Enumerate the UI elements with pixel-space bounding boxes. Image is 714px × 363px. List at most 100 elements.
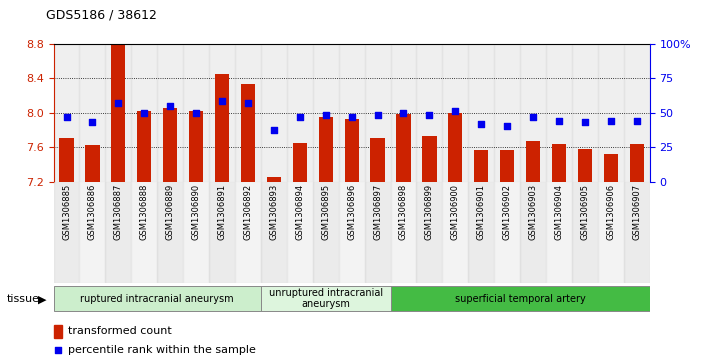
- Bar: [520, 44, 546, 182]
- Point: [61, 114, 72, 119]
- Text: GDS5186 / 38612: GDS5186 / 38612: [46, 9, 157, 22]
- FancyBboxPatch shape: [54, 286, 261, 311]
- Text: transformed count: transformed count: [68, 326, 171, 336]
- Bar: [189, 111, 203, 182]
- Point: [528, 114, 539, 119]
- Bar: [416, 44, 443, 182]
- Point: [476, 121, 487, 126]
- Point: [86, 119, 98, 125]
- Text: GSM1306894: GSM1306894: [296, 184, 304, 240]
- Point: [372, 113, 383, 118]
- Bar: [520, 182, 546, 283]
- Point: [294, 114, 306, 119]
- Bar: [416, 182, 443, 283]
- Text: ▶: ▶: [38, 294, 46, 305]
- Bar: [131, 44, 157, 182]
- Text: percentile rank within the sample: percentile rank within the sample: [68, 345, 256, 355]
- Bar: [261, 44, 287, 182]
- Point: [346, 114, 358, 119]
- Text: tissue: tissue: [7, 294, 40, 305]
- Bar: [157, 182, 183, 283]
- Point: [450, 108, 461, 114]
- Bar: [163, 108, 177, 182]
- FancyBboxPatch shape: [391, 286, 650, 311]
- Point: [266, 256, 277, 262]
- Bar: [624, 44, 650, 182]
- Bar: [106, 182, 131, 283]
- Bar: [422, 136, 436, 182]
- Text: GSM1306898: GSM1306898: [399, 184, 408, 240]
- Bar: [546, 182, 572, 283]
- Text: GSM1306885: GSM1306885: [62, 184, 71, 240]
- Point: [139, 110, 150, 115]
- Bar: [111, 45, 126, 182]
- Point: [242, 100, 253, 106]
- Bar: [215, 74, 229, 182]
- Text: GSM1306906: GSM1306906: [606, 184, 615, 240]
- Bar: [365, 182, 391, 283]
- Bar: [183, 182, 209, 283]
- Bar: [267, 177, 281, 182]
- Point: [605, 118, 617, 124]
- FancyBboxPatch shape: [261, 286, 391, 311]
- Bar: [79, 44, 106, 182]
- Bar: [443, 182, 468, 283]
- Bar: [391, 182, 416, 283]
- Bar: [598, 44, 624, 182]
- Text: GSM1306887: GSM1306887: [114, 184, 123, 240]
- Text: ruptured intracranial aneurysm: ruptured intracranial aneurysm: [81, 294, 234, 303]
- Bar: [318, 117, 333, 182]
- Text: GSM1306890: GSM1306890: [191, 184, 201, 240]
- Bar: [546, 44, 572, 182]
- Text: GSM1306897: GSM1306897: [373, 184, 382, 240]
- Bar: [59, 138, 74, 182]
- Text: GSM1306891: GSM1306891: [218, 184, 226, 240]
- Text: GSM1306904: GSM1306904: [555, 184, 563, 240]
- Bar: [54, 44, 79, 182]
- Text: GSM1306901: GSM1306901: [477, 184, 486, 240]
- Bar: [494, 44, 520, 182]
- Bar: [261, 182, 287, 283]
- Bar: [552, 144, 566, 182]
- Bar: [345, 119, 358, 182]
- Bar: [54, 182, 79, 283]
- Bar: [209, 182, 235, 283]
- Bar: [287, 182, 313, 283]
- Bar: [241, 84, 255, 182]
- Bar: [313, 44, 338, 182]
- Bar: [494, 182, 520, 283]
- Bar: [79, 182, 106, 283]
- Bar: [371, 138, 385, 182]
- Bar: [106, 44, 131, 182]
- Bar: [448, 113, 463, 182]
- Bar: [578, 149, 592, 182]
- Text: GSM1306907: GSM1306907: [633, 184, 641, 240]
- Bar: [500, 150, 514, 182]
- Text: GSM1306889: GSM1306889: [166, 184, 175, 240]
- Bar: [235, 44, 261, 182]
- Point: [191, 110, 202, 115]
- Bar: [443, 44, 468, 182]
- Text: GSM1306893: GSM1306893: [269, 184, 278, 240]
- Bar: [598, 182, 624, 283]
- Bar: [313, 182, 338, 283]
- Point: [216, 99, 228, 105]
- Bar: [157, 44, 183, 182]
- Bar: [365, 44, 391, 182]
- Point: [423, 113, 435, 118]
- Text: GSM1306899: GSM1306899: [425, 184, 434, 240]
- Point: [631, 118, 643, 124]
- Text: superficial temporal artery: superficial temporal artery: [455, 294, 585, 303]
- Bar: [235, 182, 261, 283]
- Text: GSM1306888: GSM1306888: [140, 184, 149, 240]
- Point: [320, 113, 331, 118]
- Bar: [474, 150, 488, 182]
- Bar: [54, 325, 63, 338]
- Text: GSM1306902: GSM1306902: [503, 184, 512, 240]
- Point: [268, 127, 280, 133]
- Point: [501, 123, 513, 129]
- Point: [164, 103, 176, 109]
- Bar: [624, 182, 650, 283]
- Bar: [338, 182, 365, 283]
- Bar: [338, 44, 365, 182]
